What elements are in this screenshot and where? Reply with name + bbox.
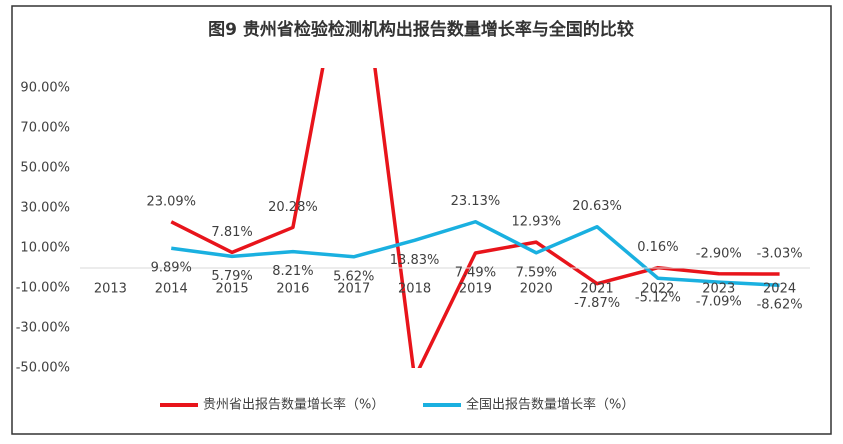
x-tick-label: 2015 bbox=[216, 282, 249, 297]
data-label: 7.59% bbox=[516, 265, 557, 280]
y-tick-label: -50.00% bbox=[16, 361, 70, 376]
x-tick-label: 2019 bbox=[459, 282, 492, 297]
y-tick-label: 50.00% bbox=[20, 161, 70, 176]
data-label: 13.83% bbox=[390, 253, 440, 268]
data-label: 20.28% bbox=[268, 200, 318, 215]
data-label: 9.89% bbox=[151, 261, 192, 276]
x-tick-label: 2017 bbox=[337, 282, 370, 297]
data-label: -2.90% bbox=[696, 246, 742, 261]
chart-title: 图9 贵州省检验检测机构出报告数量增长率与全国的比较 bbox=[208, 19, 634, 40]
data-label: 7.81% bbox=[211, 225, 252, 240]
series-line bbox=[170, 68, 780, 368]
legend-label: 全国出报告数量增长率（%） bbox=[466, 397, 634, 413]
x-tick-label: 2014 bbox=[155, 282, 188, 297]
y-tick-label: 70.00% bbox=[20, 121, 70, 136]
x-tick-label: 2021 bbox=[581, 282, 614, 297]
data-label: 23.09% bbox=[146, 194, 196, 209]
data-label: 5.62% bbox=[333, 269, 374, 284]
data-label: 23.13% bbox=[451, 194, 501, 209]
data-label: -8.62% bbox=[757, 298, 803, 313]
y-tick-label: 30.00% bbox=[20, 201, 70, 216]
x-tick-label: 2024 bbox=[763, 282, 796, 297]
data-label: 12.93% bbox=[511, 215, 561, 230]
data-label: -7.09% bbox=[696, 295, 742, 310]
x-tick-label: 2020 bbox=[520, 282, 553, 297]
x-tick-label: 2016 bbox=[276, 282, 309, 297]
data-label: 7.49% bbox=[455, 266, 496, 281]
data-label: 20.63% bbox=[572, 199, 622, 214]
frame bbox=[11, 5, 832, 435]
x-tick-label: 2018 bbox=[398, 282, 431, 297]
data-label: 8.21% bbox=[272, 264, 313, 279]
x-tick-label: 2013 bbox=[94, 282, 127, 297]
data-label: -3.03% bbox=[757, 247, 803, 262]
data-label: -5.12% bbox=[635, 291, 681, 306]
data-label: 5.79% bbox=[211, 269, 252, 284]
data-label: 0.16% bbox=[637, 240, 678, 255]
y-tick-label: 90.00% bbox=[20, 81, 70, 96]
x-tick-label: 2022 bbox=[641, 282, 674, 297]
y-tick-label: 10.00% bbox=[20, 241, 70, 256]
plot-area bbox=[170, 68, 780, 368]
data-label: -7.87% bbox=[574, 296, 620, 311]
legend-label: 贵州省出报告数量增长率（%） bbox=[203, 397, 384, 413]
x-tick-label: 2023 bbox=[702, 282, 735, 297]
y-tick-label: -10.00% bbox=[16, 281, 70, 296]
y-tick-label: -30.00% bbox=[16, 321, 70, 336]
series-line bbox=[171, 219, 780, 287]
